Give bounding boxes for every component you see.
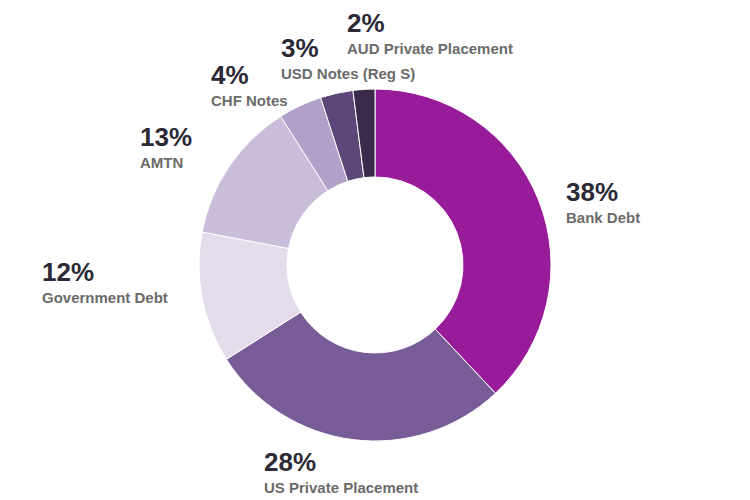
svg-text:US Private Placement: US Private Placement	[264, 479, 418, 496]
svg-text:AMTN: AMTN	[140, 154, 183, 171]
svg-text:2%: 2%	[347, 8, 385, 38]
svg-text:Government Debt: Government Debt	[42, 289, 168, 306]
svg-text:28%: 28%	[264, 447, 316, 477]
svg-text:Bank Debt: Bank Debt	[566, 209, 640, 226]
svg-text:AUD Private Placement: AUD Private Placement	[347, 40, 513, 57]
svg-text:12%: 12%	[42, 257, 94, 287]
svg-text:13%: 13%	[140, 122, 192, 152]
svg-text:USD Notes (Reg S): USD Notes (Reg S)	[281, 65, 415, 82]
svg-text:4%: 4%	[211, 60, 249, 90]
svg-text:38%: 38%	[566, 177, 618, 207]
svg-text:CHF Notes: CHF Notes	[211, 92, 288, 109]
svg-text:3%: 3%	[281, 33, 319, 63]
